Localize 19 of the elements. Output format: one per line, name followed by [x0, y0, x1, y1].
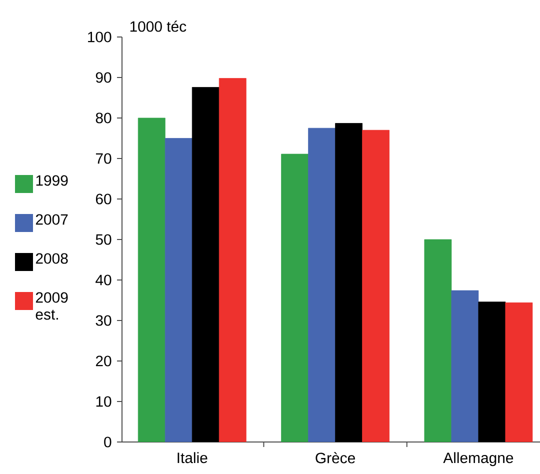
y-tick-label: 60: [96, 194, 112, 204]
legend-label: 2009 est.: [36, 292, 68, 320]
x-tick-label: Italie: [178, 452, 208, 464]
legend-label: 1999: [36, 175, 68, 186]
y-tick-label: 70: [96, 153, 112, 164]
y-tick-label: 100: [88, 32, 112, 42]
y-tick-label: 10: [96, 396, 112, 407]
legend-label: 2008: [36, 253, 68, 264]
y-axis-title: 1000 téc: [130, 20, 186, 32]
y-tick-label: 0: [104, 436, 112, 448]
y-tick-label: 50: [96, 234, 112, 245]
y-tick-label: 90: [96, 72, 112, 83]
y-tick-label: 30: [96, 315, 112, 326]
y-tick-label: 80: [96, 112, 112, 124]
legend-label: 2007: [36, 214, 68, 225]
x-tick-label: Grèce: [316, 452, 355, 464]
y-tick-label: 20: [96, 356, 112, 366]
y-tick-label: 40: [96, 274, 112, 286]
x-tick-label: Allemagne: [443, 452, 514, 466]
